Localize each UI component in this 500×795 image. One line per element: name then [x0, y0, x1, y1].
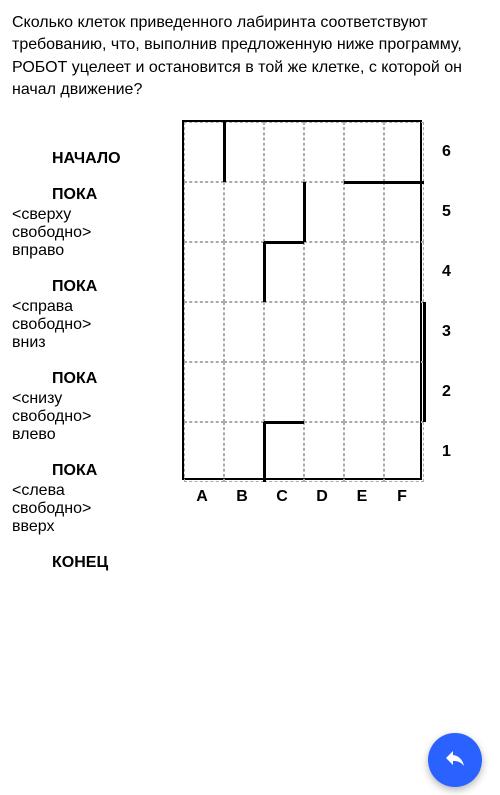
maze-cell [344, 362, 384, 422]
maze-wall [264, 421, 304, 424]
maze-cell [304, 122, 344, 182]
maze-cell [224, 422, 264, 482]
maze-cell [384, 302, 424, 362]
maze-cell [184, 302, 224, 362]
loop-condition: свободно> [12, 500, 162, 518]
program-end: КОНЕЦ [52, 554, 162, 572]
maze-cell [224, 122, 264, 182]
maze-grid: 654321 [182, 120, 422, 480]
maze-cell [304, 302, 344, 362]
maze-cell [224, 362, 264, 422]
maze-cell [224, 182, 264, 242]
loop-action: влево [12, 426, 162, 444]
program-begin: НАЧАЛО [52, 150, 162, 168]
maze-cell [384, 182, 424, 242]
maze-cell [384, 122, 424, 182]
maze-cell [264, 122, 304, 182]
reply-icon [443, 746, 467, 775]
maze-cell [344, 302, 384, 362]
loop-action: вниз [12, 334, 162, 352]
maze-cell [184, 182, 224, 242]
maze-cell [264, 242, 304, 302]
maze-cell [304, 422, 344, 482]
row-labels: 654321 [442, 122, 451, 482]
maze-wall [423, 302, 426, 422]
loop-condition: <справа [12, 298, 162, 316]
loop-condition: <сверху [12, 206, 162, 224]
col-label: D [302, 488, 342, 506]
maze-cell [384, 242, 424, 302]
row-label: 3 [442, 302, 451, 362]
maze-wall [303, 182, 306, 242]
row-label: 4 [442, 242, 451, 302]
maze-cell [184, 422, 224, 482]
loop-condition: свободно> [12, 224, 162, 242]
maze-wall [263, 422, 266, 482]
maze-wall [263, 242, 266, 302]
maze-cell [224, 302, 264, 362]
maze-cell [344, 422, 384, 482]
maze-cell [304, 182, 344, 242]
program-loop: ПОКА <снизусвободно>влево [12, 370, 162, 444]
maze-cell [264, 182, 304, 242]
loop-action: вправо [12, 242, 162, 260]
col-label: A [182, 488, 222, 506]
maze-area: 654321 ABCDEF [172, 120, 422, 572]
loop-keyword: ПОКА [52, 370, 162, 388]
maze-cell [264, 422, 304, 482]
maze-cell [304, 362, 344, 422]
maze-cell [344, 122, 384, 182]
maze-cell [344, 242, 384, 302]
col-labels: ABCDEF [182, 488, 422, 506]
program-code: НАЧАЛО ПОКА<сверхусвободно>вправоПОКА<сп… [12, 120, 162, 572]
maze-cell [304, 242, 344, 302]
row-label: 1 [442, 422, 451, 482]
maze-cell [384, 422, 424, 482]
loop-action: вверх [12, 518, 162, 536]
maze-cell [264, 362, 304, 422]
col-label: F [382, 488, 422, 506]
maze-cell [384, 362, 424, 422]
maze-wall [223, 122, 226, 182]
maze-cell [184, 242, 224, 302]
col-label: B [222, 488, 262, 506]
col-label: E [342, 488, 382, 506]
loop-keyword: ПОКА [52, 186, 162, 204]
maze-cell [184, 122, 224, 182]
loop-condition: свободно> [12, 316, 162, 334]
maze-cell [344, 182, 384, 242]
maze-wall [264, 241, 304, 244]
maze-cell [224, 242, 264, 302]
loop-keyword: ПОКА [52, 462, 162, 480]
loop-keyword: ПОКА [52, 278, 162, 296]
program-loop: ПОКА <справасвободно>вниз [12, 278, 162, 352]
question-text: Сколько клеток приведенного лабиринта со… [12, 12, 488, 102]
row-label: 2 [442, 362, 451, 422]
loop-condition: <снизу [12, 390, 162, 408]
reply-button[interactable] [428, 733, 482, 787]
loop-condition: <слева [12, 482, 162, 500]
maze-wall [344, 181, 424, 184]
loop-condition: свободно> [12, 408, 162, 426]
row-label: 6 [442, 122, 451, 182]
program-loop: ПОКА <сверхусвободно>вправо [12, 186, 162, 260]
program-loop: ПОКА <слевасвободно>вверх [12, 462, 162, 536]
maze-cell [264, 302, 304, 362]
col-label: C [262, 488, 302, 506]
row-label: 5 [442, 182, 451, 242]
maze-cell [184, 362, 224, 422]
